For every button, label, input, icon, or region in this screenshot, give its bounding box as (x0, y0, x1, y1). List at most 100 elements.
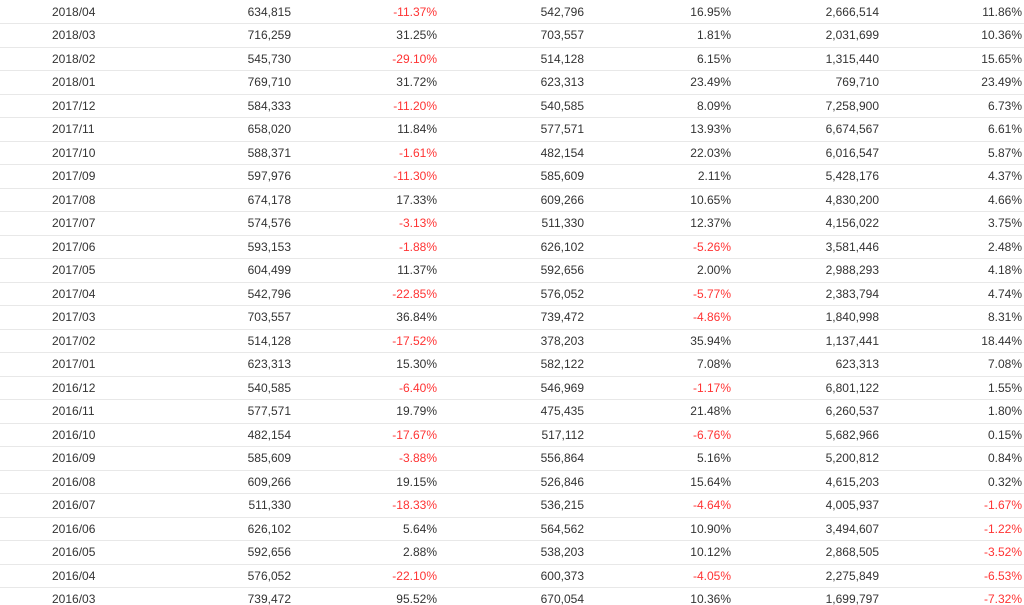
prior-year-value-cell: 538,203 (437, 540, 584, 565)
value-cell: 716,259 (110, 23, 291, 48)
yoy-change-cell: 10.65% (584, 188, 731, 212)
cumulative-cell: 6,260,537 (731, 399, 879, 424)
prior-year-value-cell: 475,435 (437, 399, 584, 424)
mom-change-cell: 31.72% (291, 70, 437, 95)
cumulative-cell: 1,840,998 (731, 305, 879, 330)
cumulative-yoy-cell: 0.84% (879, 446, 1024, 471)
cumulative-cell: 2,868,505 (731, 540, 879, 565)
month-cell: 2016/10 (0, 423, 110, 447)
prior-year-value-cell: 482,154 (437, 141, 584, 165)
mom-change-cell: 36.84% (291, 305, 437, 330)
mom-change-cell: -3.88% (291, 446, 437, 471)
cumulative-yoy-cell: 15.65% (879, 47, 1024, 71)
mom-change-cell: -29.10% (291, 47, 437, 71)
cumulative-yoy-cell: 4.74% (879, 282, 1024, 306)
yoy-change-cell: 13.93% (584, 117, 731, 142)
yoy-change-cell: 2.11% (584, 164, 731, 189)
value-cell: 703,557 (110, 305, 291, 330)
cumulative-cell: 2,666,514 (731, 0, 879, 24)
cumulative-cell: 2,275,849 (731, 564, 879, 588)
cumulative-yoy-cell: 2.48% (879, 235, 1024, 259)
value-cell: 545,730 (110, 47, 291, 71)
cumulative-yoy-cell: 4.66% (879, 188, 1024, 212)
prior-year-value-cell: 514,128 (437, 47, 584, 71)
cumulative-yoy-cell: 6.61% (879, 117, 1024, 142)
cumulative-yoy-cell: 0.15% (879, 423, 1024, 447)
mom-change-cell: 19.15% (291, 470, 437, 494)
cumulative-cell: 769,710 (731, 70, 879, 95)
yoy-change-cell: -4.64% (584, 493, 731, 518)
table-row: 2016/05 592,656 2.88% 538,203 10.12% 2,868,50… (0, 540, 1024, 565)
value-cell: 574,576 (110, 211, 291, 236)
value-cell: 588,371 (110, 141, 291, 165)
yoy-change-cell: 23.49% (584, 70, 731, 95)
table-row: 2016/04 576,052 -22.10% 600,373 -4.05% 2,275,… (0, 564, 1024, 588)
month-cell: 2018/01 (0, 70, 110, 95)
month-cell: 2017/01 (0, 352, 110, 377)
mom-change-cell: -1.88% (291, 235, 437, 259)
month-cell: 2017/02 (0, 329, 110, 353)
cumulative-yoy-cell: -1.67% (879, 493, 1024, 518)
cumulative-cell: 4,005,937 (731, 493, 879, 518)
prior-year-value-cell: 577,571 (437, 117, 584, 142)
cumulative-yoy-cell: 1.80% (879, 399, 1024, 424)
cumulative-cell: 4,615,203 (731, 470, 879, 494)
mom-change-cell: -18.33% (291, 493, 437, 518)
month-cell: 2017/08 (0, 188, 110, 212)
cumulative-yoy-cell: 10.36% (879, 23, 1024, 48)
table-row: 2016/08 609,266 19.15% 526,846 15.64% 4,615,2… (0, 470, 1024, 494)
cumulative-yoy-cell: 3.75% (879, 211, 1024, 236)
month-cell: 2016/03 (0, 587, 110, 605)
cumulative-yoy-cell: 6.73% (879, 94, 1024, 118)
cumulative-yoy-cell: 7.08% (879, 352, 1024, 377)
yoy-change-cell: -5.77% (584, 282, 731, 306)
value-cell: 585,609 (110, 446, 291, 471)
mom-change-cell: -11.30% (291, 164, 437, 189)
value-cell: 577,571 (110, 399, 291, 424)
yoy-change-cell: 5.16% (584, 446, 731, 471)
value-cell: 623,313 (110, 352, 291, 377)
yoy-change-cell: 35.94% (584, 329, 731, 353)
yoy-change-cell: -4.05% (584, 564, 731, 588)
value-cell: 592,656 (110, 540, 291, 565)
month-cell: 2016/12 (0, 376, 110, 400)
prior-year-value-cell: 626,102 (437, 235, 584, 259)
cumulative-yoy-cell: 5.87% (879, 141, 1024, 165)
mom-change-cell: 19.79% (291, 399, 437, 424)
prior-year-value-cell: 703,557 (437, 23, 584, 48)
month-cell: 2017/10 (0, 141, 110, 165)
table-row: 2016/07 511,330 -18.33% 536,215 -4.64% 4,005,… (0, 493, 1024, 518)
month-cell: 2017/05 (0, 258, 110, 283)
prior-year-value-cell: 536,215 (437, 493, 584, 518)
cumulative-yoy-cell: 8.31% (879, 305, 1024, 330)
cumulative-yoy-cell: 23.49% (879, 70, 1024, 95)
prior-year-value-cell: 592,656 (437, 258, 584, 283)
month-cell: 2016/05 (0, 540, 110, 565)
prior-year-value-cell: 739,472 (437, 305, 584, 330)
month-cell: 2018/03 (0, 23, 110, 48)
cumulative-cell: 5,428,176 (731, 164, 879, 189)
value-cell: 626,102 (110, 517, 291, 541)
table-row: 2016/10 482,154 -17.67% 517,112 -6.76% 5,682,… (0, 423, 1024, 447)
table-row: 2017/01 623,313 15.30% 582,122 7.08% 623,313 7… (0, 352, 1024, 377)
prior-year-value-cell: 542,796 (437, 0, 584, 24)
prior-year-value-cell: 670,054 (437, 587, 584, 605)
prior-year-value-cell: 556,864 (437, 446, 584, 471)
table-row: 2017/09 597,976 -11.30% 585,609 2.11% 5,428,1… (0, 164, 1024, 189)
month-cell: 2016/04 (0, 564, 110, 588)
value-cell: 593,153 (110, 235, 291, 259)
value-cell: 584,333 (110, 94, 291, 118)
value-cell: 604,499 (110, 258, 291, 283)
cumulative-yoy-cell: 4.37% (879, 164, 1024, 189)
value-cell: 674,178 (110, 188, 291, 212)
yoy-change-cell: 16.95% (584, 0, 731, 24)
cumulative-yoy-cell: 11.86% (879, 0, 1024, 24)
month-cell: 2016/06 (0, 517, 110, 541)
cumulative-cell: 2,383,794 (731, 282, 879, 306)
table-row: 2016/11 577,571 19.79% 475,435 21.48% 6,260,5… (0, 399, 1024, 424)
cumulative-yoy-cell: -6.53% (879, 564, 1024, 588)
value-cell: 634,815 (110, 0, 291, 24)
yoy-change-cell: 6.15% (584, 47, 731, 71)
cumulative-yoy-cell: 4.18% (879, 258, 1024, 283)
